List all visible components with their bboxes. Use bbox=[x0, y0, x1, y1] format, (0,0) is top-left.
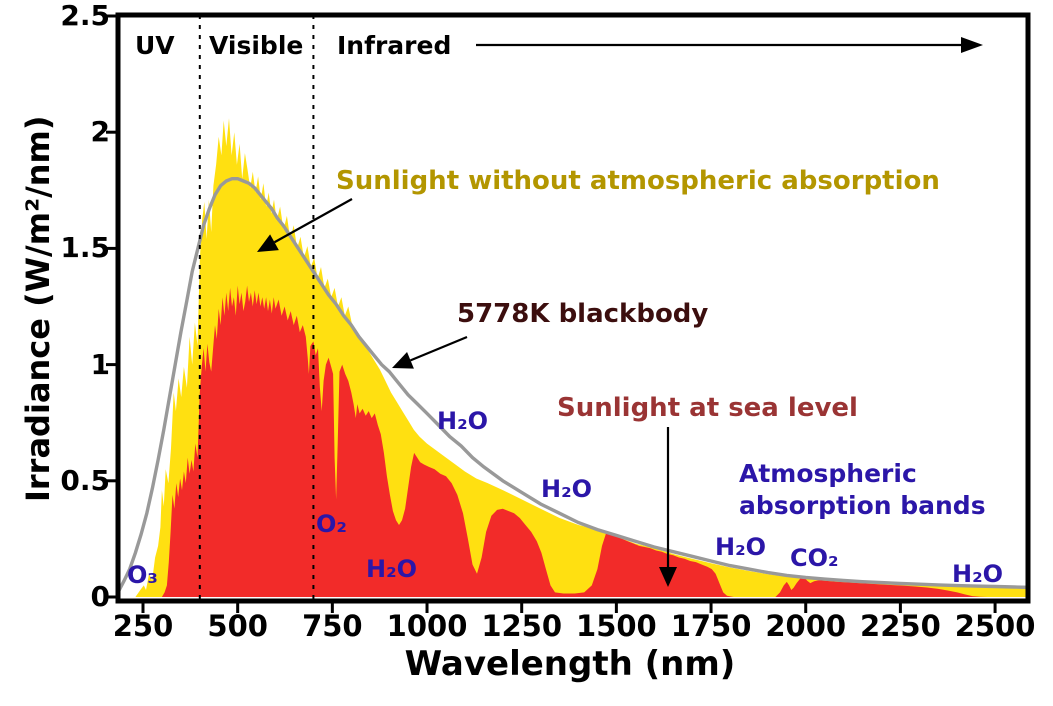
x-tick-label: 2500 bbox=[954, 609, 1036, 643]
annotation-sunlight-sea-level: Sunlight at sea level bbox=[557, 393, 858, 423]
annotation-blackbody: 5778K blackbody bbox=[457, 299, 709, 329]
region-label-visible: Visible bbox=[209, 31, 304, 60]
region-label-infrared: Infrared bbox=[337, 31, 452, 60]
x-tick-label: 500 bbox=[207, 609, 268, 643]
series-blackbody-line bbox=[118, 177, 1028, 594]
x-tick-label: 1500 bbox=[576, 609, 657, 643]
x-tick-label: 1750 bbox=[670, 609, 752, 643]
x-tick-label: 750 bbox=[302, 609, 363, 643]
x-tick-label: 250 bbox=[112, 609, 174, 643]
molecule-label: H₂O bbox=[715, 533, 766, 561]
x-axis-title: Wavelength (nm) bbox=[404, 644, 736, 684]
molecule-label: H₂O bbox=[541, 475, 592, 503]
x-tick-label: 2250 bbox=[860, 609, 941, 643]
arrow-head bbox=[961, 37, 983, 53]
plot-border bbox=[115, 12, 1031, 604]
molecule-label: O₂ bbox=[316, 510, 347, 538]
y-tick-label: 0.5 bbox=[60, 463, 110, 497]
arrow-shaft bbox=[410, 335, 468, 362]
x-tick-label: 2000 bbox=[765, 609, 847, 643]
molecule-label: H₂O bbox=[366, 555, 417, 583]
y-axis-title: Irradiance (W/m²/nm) bbox=[19, 115, 57, 502]
x-tick-label: 1250 bbox=[481, 609, 563, 643]
molecule-label: O₃ bbox=[127, 561, 158, 589]
annotation-absorption-bands-line1: Atmospheric bbox=[739, 459, 917, 488]
y-tick-label: 1.5 bbox=[60, 231, 110, 265]
arrow-shaft bbox=[273, 198, 353, 244]
arrow-head bbox=[392, 352, 414, 369]
y-tick-label: 2 bbox=[90, 115, 110, 149]
annotation-absorption-bands-line2: absorption bands bbox=[739, 491, 986, 520]
y-tick-label: 0 bbox=[90, 580, 110, 613]
annotation-sunlight-without-absorption: Sunlight without atmospheric absorption bbox=[336, 166, 940, 196]
molecule-label: H₂O bbox=[437, 407, 488, 435]
arrow-head bbox=[659, 567, 677, 587]
series-sea-level-area bbox=[161, 285, 1028, 597]
region-label-uv: UV bbox=[135, 31, 175, 60]
arrow-head bbox=[257, 234, 279, 252]
molecule-label: CO₂ bbox=[790, 544, 839, 572]
x-tick-label: 1000 bbox=[386, 609, 468, 643]
molecule-label: H₂O bbox=[952, 560, 1003, 588]
y-tick-label: 1 bbox=[90, 347, 110, 381]
y-tick-label: 2.5 bbox=[60, 0, 110, 32]
